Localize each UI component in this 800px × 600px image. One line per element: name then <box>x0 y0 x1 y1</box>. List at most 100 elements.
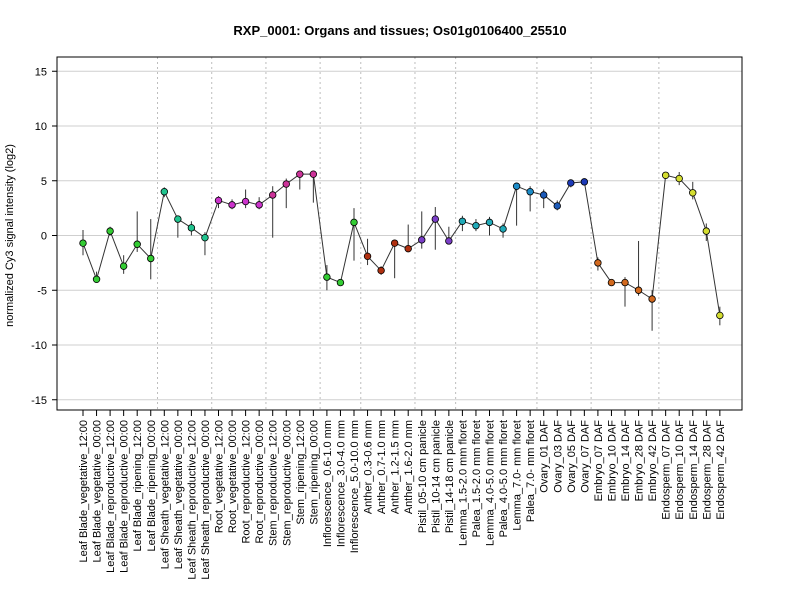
x-tick-label: Lemma_7.0- mm floret <box>512 420 524 531</box>
x-tick-label: Root_vegetative_12:00 <box>214 420 226 533</box>
data-point <box>499 225 507 233</box>
data-point <box>689 189 697 197</box>
data-point <box>160 187 168 196</box>
x-tick-label: Stem_ripening_12:00 <box>295 420 307 525</box>
data-point <box>661 171 670 179</box>
x-tick-label: Leaf Blade_ripening_00:00 <box>146 420 158 552</box>
x-tick-label: Pistil_14-18 cm panicle <box>444 420 456 533</box>
x-tick-label: Palea_1.5-2.0 mm floret <box>471 420 483 537</box>
plot-border <box>56 56 743 411</box>
data-point <box>214 196 223 205</box>
x-tick-label: Embryo_07 DAF <box>593 420 605 502</box>
x-tick-label: Embryo_14 DAF <box>620 420 632 502</box>
x-tick-label: Stem_reproductive_12:00 <box>268 420 280 546</box>
x-tick-label: Stem_reproductive_00:00 <box>281 420 293 546</box>
x-tick-label: Inflorescence_0.6-1.0 mm <box>322 420 334 547</box>
data-point <box>228 201 236 209</box>
data-point <box>106 227 114 235</box>
x-tick-label: Leaf Blade_vegetative_00:00 <box>92 420 104 563</box>
x-tick-label: Embryo_28 DAF <box>634 420 646 502</box>
data-point <box>309 170 318 178</box>
x-tick-label: Anther_1.2-1.5 mm <box>390 420 402 514</box>
error-bars <box>82 170 721 331</box>
data-point <box>255 201 263 209</box>
data-point <box>363 252 372 261</box>
x-tick-label: Anther_1.6-2.0 mm <box>403 420 415 514</box>
data-point <box>675 174 683 183</box>
x-tick-label: Endosperm_14 DAF <box>688 420 700 520</box>
data-point <box>296 170 304 178</box>
data-point <box>79 239 87 247</box>
data-point <box>390 239 399 247</box>
data-point <box>716 311 724 320</box>
x-tick-label: Leaf Blade_ripening_12:00 <box>132 420 144 552</box>
x-tick-label: Ovary_07 DAF <box>579 420 591 493</box>
x-tick-label: Endosperm_42 DAF <box>715 420 727 520</box>
grid-layer <box>57 70 742 401</box>
series-line-layer <box>82 173 721 316</box>
x-tick-label: Leaf Blade_reproductive_00:00 <box>119 420 131 573</box>
x-tick-label: Palea_7.0- mm floret <box>525 420 537 522</box>
data-point <box>648 295 656 303</box>
x-tick-label: Inflorescence_3.0-4.0 mm <box>335 420 347 547</box>
x-tick-label: Anther_0.3-0.6 mm <box>363 420 375 514</box>
x-tick-label: Endosperm_28 DAF <box>701 420 713 520</box>
y-tick-label: -15 <box>31 395 47 407</box>
x-tick-label: Leaf Sheath_vegetative_00:00 <box>173 420 185 569</box>
data-point <box>540 191 548 199</box>
data-point <box>418 236 426 244</box>
x-tick-label: Root_reproductive_00:00 <box>254 420 266 544</box>
data-point <box>553 202 561 210</box>
y-tick-label: 15 <box>35 66 47 78</box>
data-point <box>445 237 453 245</box>
y-tick-label: 0 <box>41 231 47 243</box>
x-tick-label: Leaf Sheath_vegetative_12:00 <box>159 420 171 569</box>
data-point <box>621 278 629 287</box>
data-point <box>282 180 290 188</box>
data-point <box>404 244 412 253</box>
data-point <box>92 275 101 283</box>
x-tick-label: Embryo_10 DAF <box>606 420 618 502</box>
y-axis-label: normalized Cy3 signal intensity (log2) <box>4 144 16 327</box>
data-point <box>594 259 602 267</box>
x-tick-label: Lemma_4.0-5.0 mm floret <box>485 420 497 546</box>
x-tick-label: Pistil_10-14 cm panicle <box>430 420 442 533</box>
data-point <box>607 278 616 287</box>
data-point <box>431 215 439 223</box>
data-point <box>458 217 467 225</box>
chart-title: RXP_0001: Organs and tissues; Os01g01064… <box>233 23 566 38</box>
y-tick-label: 5 <box>41 176 47 188</box>
data-point <box>485 218 494 227</box>
data-point <box>187 224 196 232</box>
data-point <box>512 182 521 190</box>
data-point <box>350 218 358 227</box>
x-tick-label: Stem_ripening_00:00 <box>308 420 320 525</box>
x-tick-label: Leaf Blade_vegetative_12:00 <box>78 420 90 563</box>
data-point <box>336 278 345 287</box>
data-point <box>147 254 155 263</box>
y-axis: -15 -10 -5 0 5 10 15 <box>31 66 57 407</box>
x-tick-label: Anther_0.7-1.0 mm <box>376 420 388 514</box>
x-tick-label: Embryo_42 DAF <box>647 420 659 502</box>
data-point <box>174 215 182 223</box>
data-point <box>580 178 589 186</box>
x-tick-label: Root_reproductive_12:00 <box>241 420 253 544</box>
data-point <box>526 187 534 196</box>
data-point <box>269 191 277 199</box>
x-tick-label: Leaf Sheath_reproductive_00:00 <box>200 420 212 580</box>
data-point <box>241 197 250 206</box>
data-points <box>79 170 724 320</box>
series-line <box>82 173 721 316</box>
x-tick-label: Endosperm_07 DAF <box>661 420 673 520</box>
x-axis: Leaf Blade_vegetative_12:00 Leaf Blade_ve… <box>78 410 727 580</box>
x-tick-label: Lemma_1.5-2.0 mm floret <box>457 420 469 546</box>
x-tick-label: Endosperm_10 DAF <box>674 420 686 520</box>
data-point <box>702 227 710 235</box>
x-tick-label: Palea_4.0-5.0 mm floret <box>498 420 510 537</box>
x-tick-label: Pistil_05-10 cm panicle <box>417 420 429 533</box>
x-tick-label: Ovary_05 DAF <box>566 420 578 493</box>
data-point <box>567 179 575 187</box>
x-tick-label: Ovary_03 DAF <box>552 420 564 493</box>
data-point <box>201 233 209 242</box>
y-tick-label: 10 <box>35 121 47 133</box>
